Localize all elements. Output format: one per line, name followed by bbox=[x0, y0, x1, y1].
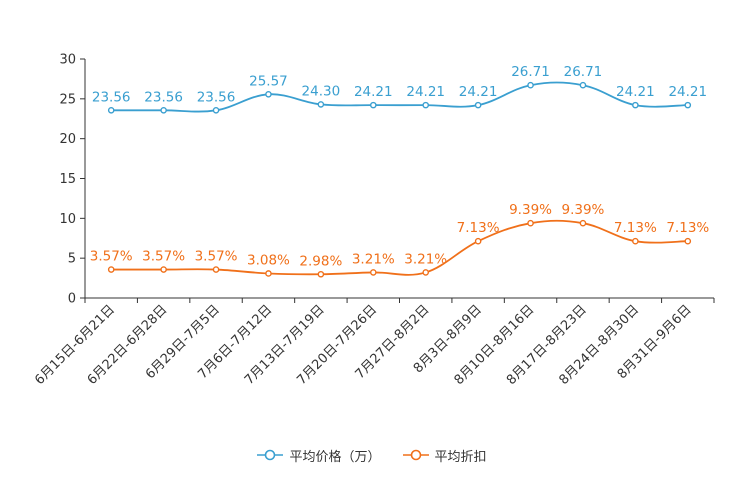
data-label: 3.21% bbox=[352, 251, 395, 267]
y-tick-label: 10 bbox=[59, 212, 76, 227]
data-point bbox=[527, 219, 534, 227]
data-point bbox=[317, 270, 325, 278]
data-point bbox=[212, 107, 220, 114]
data-label: 26.71 bbox=[511, 64, 550, 80]
data-label: 23.56 bbox=[197, 89, 236, 105]
data-point bbox=[579, 219, 587, 227]
data-label: 3.21% bbox=[404, 251, 447, 267]
data-label: 24.30 bbox=[302, 83, 341, 99]
data-label: 9.39% bbox=[509, 202, 552, 218]
data-label: 7.13% bbox=[457, 220, 500, 236]
data-label: 24.21 bbox=[354, 84, 393, 100]
data-point bbox=[317, 101, 325, 108]
y-tick-label: 15 bbox=[59, 172, 76, 187]
data-label: 23.56 bbox=[92, 89, 131, 105]
data-label: 26.71 bbox=[564, 64, 603, 80]
data-label: 3.57% bbox=[142, 249, 185, 265]
data-point bbox=[579, 81, 587, 89]
data-label: 2.98% bbox=[299, 253, 342, 269]
legend-discount-marker-icon bbox=[402, 449, 429, 461]
series-line bbox=[111, 219, 688, 276]
data-point bbox=[265, 270, 272, 277]
data-point bbox=[422, 269, 430, 276]
data-point bbox=[212, 266, 220, 273]
data-label: 24.21 bbox=[459, 84, 498, 100]
y-tick-label: 30 bbox=[59, 53, 76, 68]
data-point bbox=[632, 101, 639, 109]
data-label: 25.57 bbox=[249, 73, 288, 89]
data-point bbox=[474, 237, 482, 245]
y-axis: 0 5 10 15 20 25 30 bbox=[59, 53, 86, 307]
y-tick-label: 20 bbox=[59, 132, 76, 147]
data-label: 7.13% bbox=[614, 220, 657, 236]
data-label: 3.57% bbox=[195, 249, 238, 265]
x-axis: 6月15日-6月21日6月22日-6月28日6月29日-7月5日7月6日-7月1… bbox=[32, 297, 715, 388]
data-point bbox=[160, 266, 167, 273]
legend-label-avg-discount: 平均折扣 bbox=[434, 449, 487, 465]
legend-item-avg-price[interactable]: 平均价格（万） bbox=[257, 446, 381, 465]
data-point bbox=[474, 101, 482, 109]
data-label: 3.57% bbox=[90, 249, 133, 265]
data-point bbox=[369, 101, 377, 109]
data-label: 24.21 bbox=[616, 84, 655, 100]
data-point bbox=[369, 269, 377, 276]
legend-label-avg-price: 平均价格（万） bbox=[289, 449, 381, 465]
data-point bbox=[527, 81, 534, 89]
data-label: 7.13% bbox=[666, 220, 709, 236]
y-tick-label: 5 bbox=[68, 252, 76, 267]
y-tick-label: 25 bbox=[59, 92, 76, 107]
data-point bbox=[107, 107, 115, 114]
legend: 平均价格（万） 平均折扣 bbox=[0, 444, 744, 466]
data-label: 24.21 bbox=[668, 84, 707, 100]
data-point bbox=[684, 237, 692, 245]
data-point bbox=[684, 101, 692, 109]
data-point bbox=[107, 266, 115, 273]
series-layer: 23.56 23.56 23.56 25.57 24.30 24.21 24.21 24.21… bbox=[90, 64, 709, 278]
series-0: 23.56 23.56 23.56 25.57 24.30 24.21 24.21 24.21… bbox=[92, 64, 707, 114]
data-label: 3.08% bbox=[247, 252, 290, 268]
series-line bbox=[111, 81, 688, 113]
y-tick-label: 0 bbox=[68, 292, 76, 307]
data-label: 24.21 bbox=[406, 84, 445, 100]
data-point bbox=[632, 237, 639, 245]
data-point bbox=[265, 90, 272, 98]
data-point bbox=[422, 101, 430, 109]
legend-price-marker-icon bbox=[257, 449, 284, 461]
data-point bbox=[160, 107, 167, 114]
data-label: 9.39% bbox=[562, 202, 605, 218]
series-1: 3.57% 3.57% 3.57% 3.08% 2.98% 3.21% 3.21% 7.13%… bbox=[90, 202, 709, 278]
legend-item-avg-discount[interactable]: 平均折扣 bbox=[402, 446, 487, 465]
data-label: 23.56 bbox=[144, 89, 183, 105]
